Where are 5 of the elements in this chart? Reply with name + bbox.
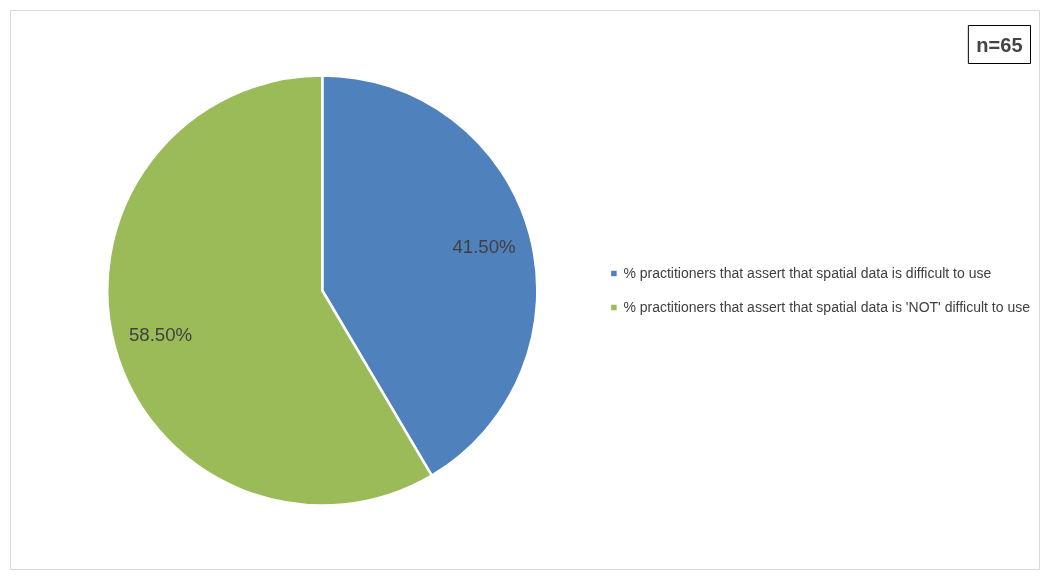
legend-label: % practitioners that assert that spatial data is 'NOT' difficult to use <box>623 299 1030 315</box>
data-label: 41.50% <box>452 235 516 257</box>
data-label: 58.50% <box>128 324 193 346</box>
legend-label: % practitioners that assert that spatial data is difficult to use <box>623 265 992 281</box>
text: n=65 <box>976 33 1023 56</box>
